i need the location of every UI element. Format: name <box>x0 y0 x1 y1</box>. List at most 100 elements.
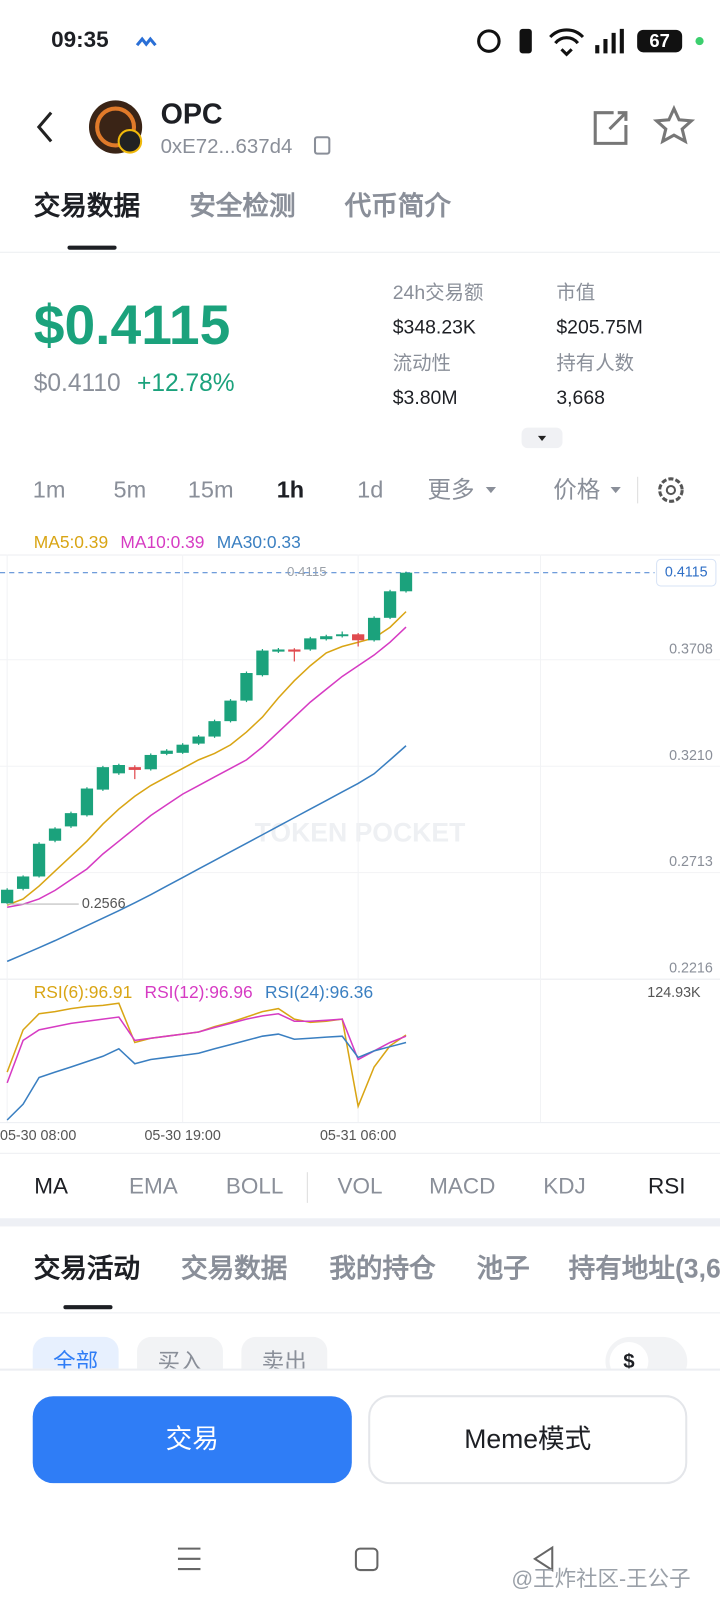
chain-badge <box>117 129 143 154</box>
candle-body <box>192 736 205 744</box>
candle-body <box>160 750 173 754</box>
price-toggle[interactable]: 价格 <box>553 476 600 502</box>
candle-body <box>48 828 62 841</box>
indicator-tab[interactable]: RSI <box>648 1174 686 1199</box>
rsi-legend-entry: RSI(12):96.96 <box>145 982 253 1002</box>
interval[interactable]: 1d <box>357 476 383 502</box>
settings-center <box>665 484 677 496</box>
activity-tab[interactable]: 池子 <box>477 1253 530 1283</box>
network-icon <box>135 36 157 47</box>
trade-button[interactable] <box>32 1396 352 1484</box>
activity-tab[interactable]: 我的持仓 <box>329 1253 436 1283</box>
indicator-tab[interactable]: BOLL <box>226 1174 284 1199</box>
battery-level: 67 <box>649 30 669 51</box>
separator <box>637 476 639 504</box>
legend-entry: MA30:0.33 <box>217 532 301 552</box>
indicator-tab[interactable]: KDJ <box>543 1174 586 1199</box>
candle-body <box>288 649 301 652</box>
divider <box>0 251 720 253</box>
status-time: 09:35 <box>51 27 109 52</box>
candle-body <box>336 634 349 637</box>
nav-back[interactable] <box>533 1545 554 1572</box>
candle-body <box>208 721 221 737</box>
candle-body <box>256 650 269 676</box>
x-tick-label: 05-30 19:00 <box>144 1128 220 1144</box>
stat-label: 24h交易额 <box>393 282 484 304</box>
ma-line <box>7 626 407 909</box>
token-name: OPC <box>161 98 223 130</box>
tab[interactable]: 交易数据 <box>34 191 140 221</box>
candle-body <box>224 700 237 722</box>
candle-body <box>304 638 317 650</box>
indicator-tab[interactable]: MACD <box>429 1174 495 1199</box>
interval[interactable]: 1m <box>33 476 66 502</box>
chart: TOKEN POCKET 0.2216 0.2713 0.3210 0.3708 05-3… <box>0 554 720 1144</box>
grid-line <box>540 554 542 1123</box>
candle-body <box>399 572 413 592</box>
interval[interactable]: 15m <box>188 476 234 502</box>
activity-tab[interactable]: 交易活动 <box>34 1253 140 1283</box>
legend-entry: MA10:0.39 <box>120 532 204 552</box>
indicator-tab[interactable]: VOL <box>337 1174 382 1199</box>
expand-arrow <box>537 435 547 441</box>
rsi-legend-entry: RSI(6):96.91 <box>34 982 133 1002</box>
candle-body <box>352 634 365 641</box>
interval[interactable]: 5m <box>114 476 147 502</box>
candle-body <box>367 617 381 641</box>
interval[interactable]: 1h <box>277 476 304 502</box>
nav-menu[interactable] <box>177 1547 201 1571</box>
copy-button[interactable] <box>313 136 331 155</box>
price-tag <box>656 558 717 587</box>
candle-body <box>16 876 30 889</box>
rsi-line <box>6 1033 407 1121</box>
meme-button[interactable] <box>368 1395 688 1485</box>
y-tick-label: 0.3708 <box>669 641 713 657</box>
activity-tab[interactable]: 交易数据 <box>181 1253 287 1283</box>
stat-value: $348.23K <box>393 317 476 339</box>
settings-button[interactable] <box>658 477 684 503</box>
current-price: $0.4115 <box>34 294 231 356</box>
legend-entry: MA5:0.39 <box>34 532 108 552</box>
token-address: 0xE72...637d4 <box>161 135 293 158</box>
tab-indicator <box>67 245 117 250</box>
candle-body <box>128 767 141 770</box>
rsi-line <box>6 1012 407 1084</box>
dropdown-arrow <box>610 487 621 494</box>
candle-body <box>80 788 94 816</box>
currency-label: $ <box>623 1350 635 1373</box>
divider <box>0 1312 720 1314</box>
price-change: +12.78% <box>137 370 235 397</box>
y-tick-label: 0.3210 <box>669 748 713 764</box>
indicator-tab[interactable]: MA <box>34 1174 68 1199</box>
alarm-icon <box>477 29 501 53</box>
tab[interactable]: 安全检测 <box>189 191 295 221</box>
watermark: TOKEN POCKET <box>255 818 466 848</box>
volume-max-label: 124.93K <box>647 985 701 1001</box>
candle-body <box>240 673 253 701</box>
token-avatar-ring <box>95 106 137 148</box>
divider <box>0 1152 720 1154</box>
signal-icon <box>595 28 624 54</box>
sheet-shadow <box>0 1368 720 1371</box>
nav-home[interactable] <box>354 1547 379 1572</box>
tab[interactable]: 代币简介 <box>344 191 452 221</box>
rsi-legend-entry: RSI(24):96.36 <box>265 982 373 1002</box>
share-button[interactable] <box>593 111 628 145</box>
stat-value: 3,668 <box>556 387 605 409</box>
battery-icon <box>637 29 683 53</box>
indicator-tab[interactable]: EMA <box>129 1174 178 1199</box>
sub-price: $0.4110 <box>34 370 121 397</box>
candle-body <box>176 744 189 753</box>
back-button[interactable] <box>36 111 53 143</box>
candle-body <box>64 813 78 827</box>
candle-body <box>272 649 285 652</box>
interval-more[interactable]: 更多 <box>427 476 474 502</box>
stat-value: $205.75M <box>556 317 642 339</box>
activity-tab[interactable]: 持有地址(3,6 <box>569 1253 720 1283</box>
price-tag-label: 0.4115 <box>665 564 708 580</box>
favorite-button[interactable] <box>652 104 696 145</box>
footer-watermark: @王炸社区-王公子 <box>511 1567 690 1591</box>
price-line-mid-label: 0.4115 <box>287 564 327 579</box>
